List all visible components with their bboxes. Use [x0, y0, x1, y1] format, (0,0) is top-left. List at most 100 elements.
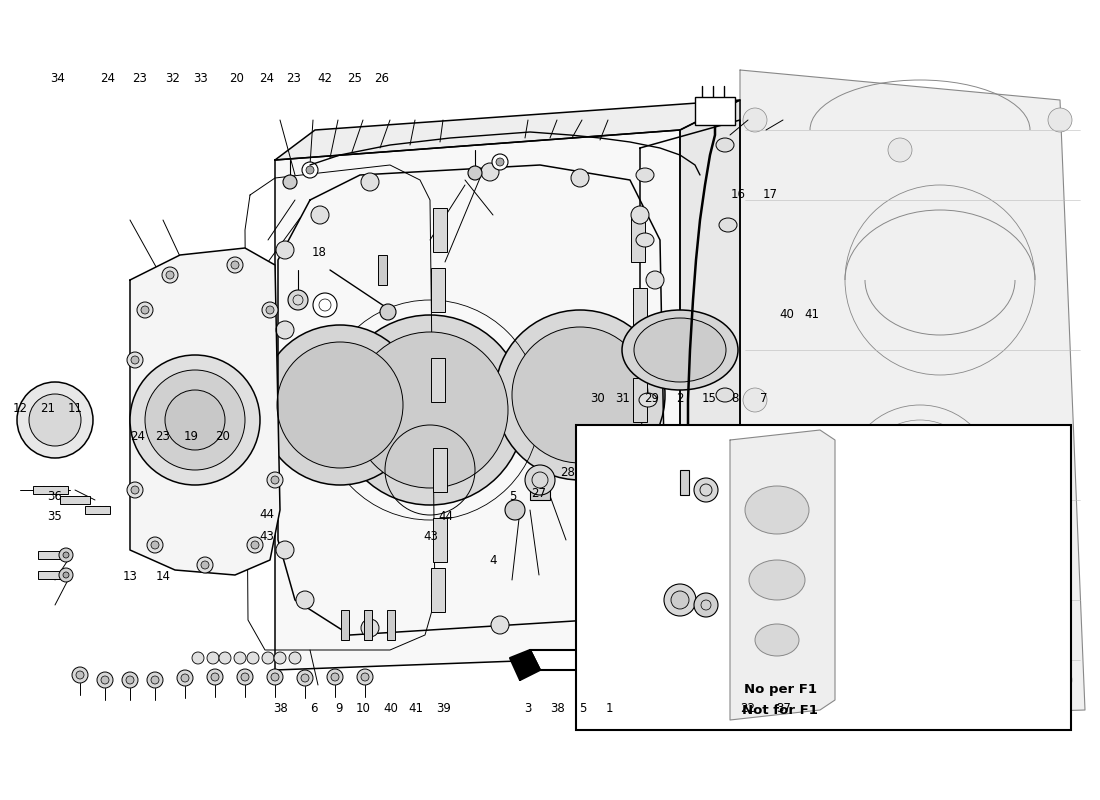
- Circle shape: [207, 652, 219, 664]
- Polygon shape: [740, 70, 1085, 720]
- Bar: [530, 475, 550, 500]
- Circle shape: [29, 394, 81, 446]
- Circle shape: [151, 676, 160, 684]
- Circle shape: [505, 500, 525, 520]
- Bar: [630, 578, 644, 622]
- Circle shape: [646, 271, 664, 289]
- Circle shape: [219, 652, 231, 664]
- Ellipse shape: [716, 553, 734, 567]
- Bar: [632, 288, 647, 332]
- Ellipse shape: [645, 462, 725, 518]
- Circle shape: [277, 342, 403, 468]
- Circle shape: [297, 670, 313, 686]
- Bar: [431, 268, 446, 312]
- Ellipse shape: [636, 168, 654, 182]
- Circle shape: [525, 465, 556, 495]
- Circle shape: [267, 669, 283, 685]
- Bar: [433, 208, 447, 252]
- Polygon shape: [275, 130, 680, 670]
- Circle shape: [358, 669, 373, 685]
- Ellipse shape: [639, 393, 657, 407]
- Circle shape: [694, 593, 718, 617]
- Circle shape: [101, 676, 109, 684]
- Circle shape: [227, 257, 243, 273]
- Bar: [680, 470, 689, 495]
- Circle shape: [130, 355, 260, 485]
- Text: 24: 24: [100, 72, 116, 85]
- Circle shape: [192, 652, 204, 664]
- Text: passion for parts.com: passion for parts.com: [311, 332, 528, 468]
- Text: 5: 5: [509, 490, 516, 502]
- Circle shape: [267, 472, 283, 488]
- Ellipse shape: [716, 138, 734, 152]
- Circle shape: [327, 669, 343, 685]
- Text: 36: 36: [47, 490, 63, 502]
- Text: 20: 20: [229, 72, 244, 85]
- Text: 43: 43: [260, 530, 275, 542]
- Circle shape: [262, 302, 278, 318]
- Text: 42: 42: [317, 72, 332, 85]
- Text: 39: 39: [436, 702, 451, 714]
- Circle shape: [131, 486, 139, 494]
- Text: 25: 25: [346, 72, 362, 85]
- Bar: [341, 610, 349, 640]
- Text: 12: 12: [12, 402, 28, 414]
- Circle shape: [138, 302, 153, 318]
- Text: 41: 41: [804, 308, 820, 321]
- Circle shape: [248, 652, 258, 664]
- Text: 38: 38: [550, 702, 565, 714]
- Circle shape: [271, 476, 279, 484]
- Ellipse shape: [636, 613, 654, 627]
- Bar: [85, 506, 110, 514]
- Circle shape: [492, 154, 508, 170]
- Text: 22: 22: [740, 702, 756, 714]
- Text: 44: 44: [438, 510, 453, 522]
- Circle shape: [581, 601, 600, 619]
- Ellipse shape: [745, 486, 808, 534]
- Circle shape: [888, 638, 912, 662]
- Text: 6: 6: [310, 702, 317, 714]
- Text: 40: 40: [383, 702, 398, 714]
- Bar: [630, 538, 644, 582]
- Text: 5: 5: [580, 702, 586, 714]
- Bar: [695, 97, 735, 125]
- Text: 18: 18: [311, 246, 327, 258]
- Bar: [364, 610, 372, 640]
- Text: 31: 31: [615, 392, 630, 405]
- Circle shape: [301, 674, 309, 682]
- Text: 29: 29: [644, 392, 659, 405]
- Circle shape: [197, 557, 213, 573]
- Ellipse shape: [634, 318, 726, 382]
- Circle shape: [571, 169, 588, 187]
- Circle shape: [296, 591, 314, 609]
- Text: 37: 37: [776, 702, 791, 714]
- Circle shape: [379, 304, 396, 320]
- Circle shape: [468, 166, 482, 180]
- Text: 38: 38: [273, 702, 288, 714]
- Text: 3: 3: [525, 702, 531, 714]
- Text: 26: 26: [374, 72, 389, 85]
- Bar: [631, 468, 645, 512]
- Text: 24: 24: [130, 430, 145, 442]
- Circle shape: [145, 370, 245, 470]
- Circle shape: [211, 673, 219, 681]
- Circle shape: [260, 325, 420, 485]
- Circle shape: [1048, 668, 1072, 692]
- Circle shape: [352, 332, 508, 488]
- Text: 8: 8: [732, 392, 738, 405]
- Bar: [431, 568, 446, 612]
- Circle shape: [491, 616, 509, 634]
- Circle shape: [201, 561, 209, 569]
- Text: 24: 24: [258, 72, 274, 85]
- Circle shape: [664, 584, 696, 616]
- Polygon shape: [275, 100, 740, 160]
- Circle shape: [631, 206, 649, 224]
- Circle shape: [63, 552, 69, 558]
- Bar: [387, 610, 395, 640]
- Circle shape: [241, 673, 249, 681]
- Text: 16: 16: [730, 188, 746, 201]
- Circle shape: [271, 673, 279, 681]
- Text: 20: 20: [214, 430, 230, 442]
- Circle shape: [177, 670, 192, 686]
- Ellipse shape: [755, 624, 799, 656]
